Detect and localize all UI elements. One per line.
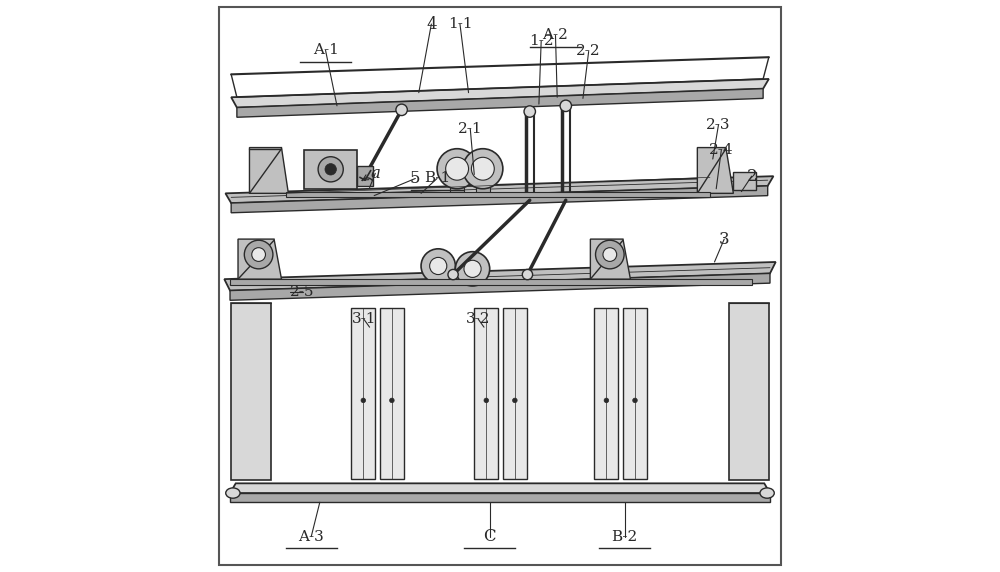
Text: 2-3: 2-3 [706,118,731,132]
Bar [351,308,375,479]
Text: C: C [483,528,496,545]
Circle shape [484,398,489,403]
Circle shape [522,269,533,280]
Circle shape [396,104,407,116]
Bar [476,183,490,193]
Text: A-1: A-1 [313,43,338,57]
Bar [304,150,357,189]
Circle shape [437,149,477,189]
Circle shape [603,248,617,261]
Circle shape [604,398,609,403]
Polygon shape [249,148,288,193]
Text: 5: 5 [410,170,421,187]
Text: 3-1: 3-1 [352,312,376,326]
Text: 2-1: 2-1 [458,122,483,136]
Text: 2-2: 2-2 [576,45,601,58]
Text: 1-2: 1-2 [529,34,553,48]
Circle shape [244,240,273,269]
Bar [380,308,404,479]
Polygon shape [231,186,768,213]
Bar [286,192,710,197]
Text: 3-2: 3-2 [466,312,491,326]
Circle shape [464,260,481,277]
Text: A-2: A-2 [543,29,568,42]
Bar [623,308,647,479]
Polygon shape [230,273,770,300]
Text: 3: 3 [719,231,730,248]
Bar [503,308,527,479]
Polygon shape [231,79,769,108]
Bar [594,308,618,479]
Polygon shape [224,262,776,291]
Bar [729,303,769,480]
Circle shape [463,149,503,189]
Circle shape [318,157,343,182]
Text: 1-1: 1-1 [448,17,472,31]
Polygon shape [237,89,763,117]
Circle shape [560,100,572,112]
Circle shape [633,398,637,403]
Text: A-3: A-3 [298,530,324,543]
Bar [357,166,373,186]
Circle shape [361,398,366,403]
Polygon shape [697,148,733,193]
Circle shape [390,398,394,403]
Circle shape [448,269,458,280]
Circle shape [596,240,624,269]
Text: 2-4: 2-4 [709,143,734,157]
Polygon shape [230,493,770,502]
Text: 2: 2 [746,168,757,185]
Circle shape [421,249,455,283]
Polygon shape [230,483,770,493]
Bar [450,183,464,193]
Text: B-1: B-1 [424,172,450,185]
Polygon shape [225,176,773,203]
Circle shape [252,248,265,261]
Text: a: a [370,165,380,182]
Circle shape [513,398,517,403]
Text: B-2: B-2 [612,530,638,543]
Bar [230,279,752,285]
Text: 2-5: 2-5 [290,285,315,299]
Bar [733,172,756,190]
Ellipse shape [760,488,774,498]
Circle shape [471,157,494,180]
Polygon shape [238,239,281,279]
Text: 4: 4 [426,15,437,33]
Bar [474,308,498,479]
Bar [231,303,271,480]
Ellipse shape [226,488,240,498]
Circle shape [325,164,336,175]
Circle shape [455,252,490,286]
Polygon shape [590,239,630,279]
Circle shape [524,106,535,117]
Circle shape [430,257,447,275]
Circle shape [446,157,469,180]
